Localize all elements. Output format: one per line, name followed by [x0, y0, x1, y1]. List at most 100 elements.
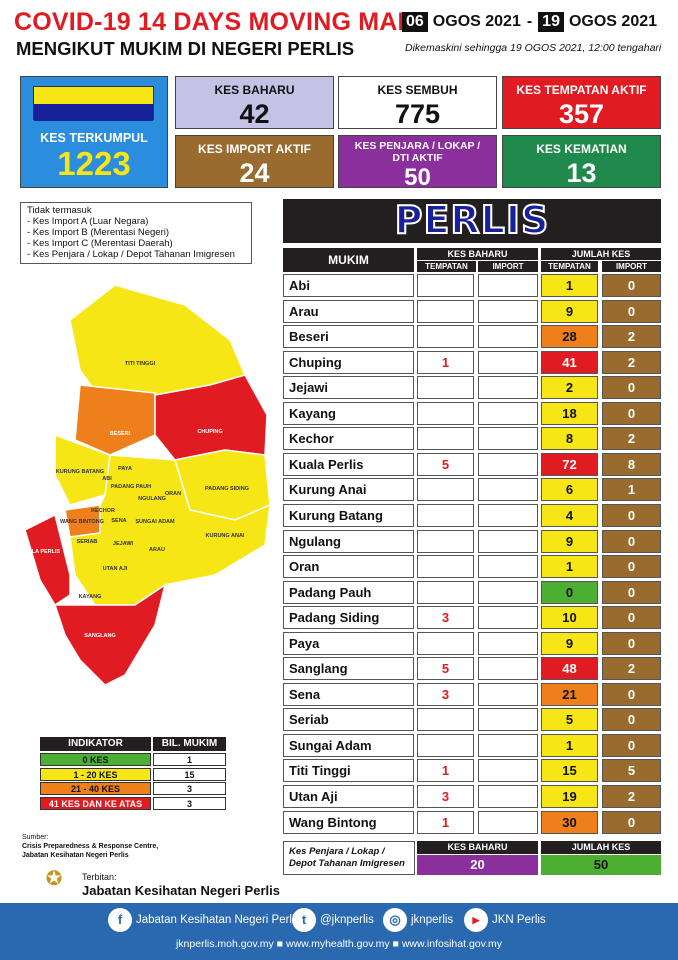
legend-label: 21 - 40 KES: [40, 782, 151, 795]
footer-links[interactable]: jknperlis.moh.gov.my ■ www.myhealth.gov.…: [175, 938, 503, 950]
stat-kematian: KES KEMATIAN 13: [502, 135, 661, 188]
total-import-cell: 2: [602, 427, 661, 451]
col-baharu: KES BAHARU: [417, 248, 538, 260]
source-line1: Crisis Preparedness & Response Centre,: [22, 843, 159, 850]
new-local-cell: [417, 529, 474, 553]
new-import-cell: [478, 810, 538, 834]
mukim-name: Wang Bintong: [283, 810, 414, 834]
map-label: SERIAB: [77, 539, 98, 545]
total-import-cell: 1: [602, 478, 661, 502]
table-row: Padang Siding 3 10 0: [283, 606, 661, 630]
total-local-cell: 9: [541, 631, 598, 655]
instagram-icon: ◎: [383, 908, 407, 932]
table-row: Kechor 8 2: [283, 427, 661, 451]
new-local-cell: [417, 299, 474, 323]
new-local-cell: [417, 478, 474, 502]
new-local-cell: 3: [417, 785, 474, 808]
mukim-name: Seriab: [283, 708, 414, 732]
new-local-cell: [417, 503, 474, 527]
note-line: Tidak termasuk: [27, 205, 92, 216]
stat-penjara-label1: KES PENJARA / LOKAP /: [354, 140, 481, 152]
total-local-cell: 30: [541, 810, 598, 834]
mukim-name: Kurung Anai: [283, 478, 414, 502]
date-sep: -: [526, 13, 533, 30]
stat-import-value: 24: [239, 158, 270, 188]
map-label: NGULANG: [138, 496, 166, 502]
col-baharu-import: IMPORT: [478, 261, 538, 272]
total-local-cell: 9: [541, 529, 598, 553]
total-import-cell: 0: [602, 274, 661, 297]
mukim-name: Padang Siding: [283, 606, 414, 630]
source-line2: Jabatan Kesihatan Negeri Perlis: [22, 852, 129, 859]
youtube-link[interactable]: ▶ JKN Perlis: [464, 908, 546, 932]
new-import-cell: [478, 759, 538, 783]
table-row: Utan Aji 3 19 2: [283, 785, 661, 808]
total-import-cell: 2: [602, 785, 661, 808]
map-region-beseri: [74, 384, 156, 456]
table-row: Sena 3 21 0: [283, 682, 661, 706]
map-label: UTAN AJI: [103, 566, 128, 572]
total-local-cell: 9: [541, 299, 598, 323]
col-jumlah-import: IMPORT: [602, 261, 661, 272]
new-import-cell: [478, 401, 538, 425]
new-local-cell: 3: [417, 682, 474, 706]
stat-terkumpul-value: 1223: [57, 145, 131, 182]
map-label: SANGLANG: [84, 633, 115, 639]
note-line: - Kes Import B (Merentasi Negeri): [27, 227, 170, 238]
published-org: Jabatan Kesihatan Negeri Perlis: [82, 883, 280, 898]
total-import-cell: 0: [602, 682, 661, 706]
map-region-sanglang: [53, 583, 167, 686]
legend-label: 1 - 20 KES: [40, 767, 151, 781]
table-row: Beseri 28 2: [283, 325, 661, 349]
new-import-cell: [478, 274, 538, 297]
map-label: KUALA PERLIS: [20, 549, 61, 555]
stat-terkumpul: KES TERKUMPUL 1223: [20, 76, 168, 188]
stat-penjara: KES PENJARA / LOKAP / DTI AKTIF 50: [338, 135, 497, 191]
date-range: 06 OGOS 2021 - 19 OGOS 2021: [402, 12, 657, 32]
total-import-cell: 0: [602, 401, 661, 425]
twitter-icon: t: [292, 908, 316, 932]
mukim-name: Sungai Adam: [283, 733, 414, 757]
new-import-cell: [478, 682, 538, 706]
total-local-cell: 1: [541, 555, 598, 579]
total-local-cell: 8: [541, 427, 598, 451]
table-row: Jejawi 2 0: [283, 376, 661, 400]
new-local-cell: [417, 274, 474, 297]
date-to-day: 19: [538, 12, 564, 32]
mukim-name: Sena: [283, 682, 414, 706]
facebook-link[interactable]: f Jabatan Kesihatan Negeri Perlis: [108, 908, 300, 932]
mukim-name: Padang Pauh: [283, 580, 414, 604]
state-banner-bg: [283, 199, 661, 243]
stat-terkumpul-label: KES TERKUMPUL: [40, 131, 148, 145]
new-import-cell: [478, 708, 538, 732]
stat-kematian-value: 13: [566, 158, 597, 188]
total-local-cell: 5: [541, 708, 598, 732]
map-label: BESERI: [110, 431, 131, 437]
new-local-cell: [417, 580, 474, 604]
new-import-cell: [478, 580, 538, 604]
total-import-cell: 0: [602, 631, 661, 655]
exclusion-note: Tidak termasuk - Kes Import A (Luar Nega…: [20, 202, 252, 264]
total-local-cell: 0: [541, 580, 598, 604]
new-local-cell: 5: [417, 657, 474, 681]
total-import-cell: 2: [602, 350, 661, 374]
total-import-cell: 0: [602, 733, 661, 757]
stat-penjara-label2: DTI AKTIF: [392, 152, 443, 164]
stat-penjara-value: 50: [404, 164, 431, 191]
map-label: TITI TINGGI: [125, 361, 156, 367]
total-local-cell: 1: [541, 274, 598, 297]
instagram-link[interactable]: ◎ jknperlis: [383, 908, 453, 932]
new-local-cell: 1: [417, 810, 474, 834]
stat-kematian-label: KES KEMATIAN: [536, 142, 627, 156]
crest-icon: ✪: [45, 868, 63, 890]
total-local-cell: 10: [541, 606, 598, 630]
col-baharu-tempatan: TEMPATAN: [417, 261, 476, 272]
legend-count: 3: [153, 782, 226, 795]
total-local-cell: 6: [541, 478, 598, 502]
total-local-cell: 72: [541, 452, 598, 476]
map-label: ORAN: [165, 491, 181, 497]
twitter-link[interactable]: t @jknperlis: [292, 908, 374, 932]
mukim-name: Oran: [283, 555, 414, 579]
new-import-cell: [478, 529, 538, 553]
legend-row: 0 KES 1: [40, 753, 226, 766]
